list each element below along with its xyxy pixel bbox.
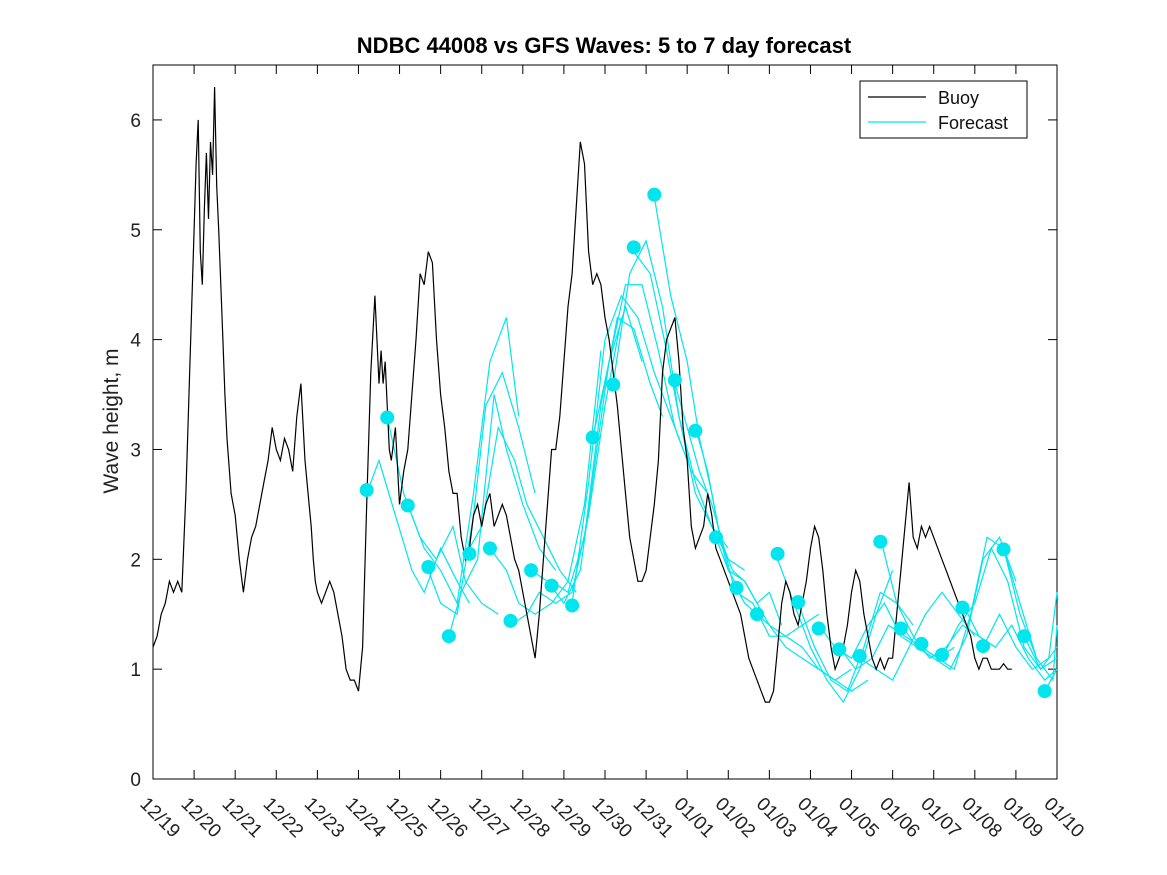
y-tick-label: 4 — [130, 331, 141, 352]
forecast-marker — [544, 578, 559, 593]
forecast-trace — [612, 239, 729, 549]
forecast-marker — [791, 595, 806, 610]
legend-buoy-label: Buoy — [938, 88, 979, 108]
forecast-marker — [1017, 629, 1032, 644]
y-tick-label: 2 — [130, 550, 141, 571]
forecast-marker — [1037, 684, 1052, 699]
forecast-marker — [708, 530, 723, 545]
forecast-marker — [503, 613, 518, 628]
forecast-marker — [996, 542, 1011, 557]
forecast-trace — [427, 370, 536, 616]
forecast-marker — [770, 546, 785, 561]
forecast-marker — [421, 559, 436, 574]
y-tick-label: 5 — [130, 221, 141, 242]
chart-title: NDBC 44008 vs GFS Waves: 5 to 7 day fore… — [357, 33, 852, 58]
forecast-marker — [585, 430, 600, 445]
forecast-marker — [606, 377, 621, 392]
forecast-marker — [565, 598, 580, 613]
forecast-marker — [380, 410, 395, 425]
forecast-trace — [489, 350, 602, 615]
forecast-marker — [976, 639, 991, 654]
forecast-marker — [811, 621, 826, 636]
y-tick-label: 3 — [130, 440, 141, 461]
forecast-marker — [667, 373, 682, 388]
forecast-trace — [694, 427, 783, 626]
forecast-marker — [873, 534, 888, 549]
forecast-marker — [934, 647, 949, 662]
forecast-marker — [482, 541, 497, 556]
buoy-series-line — [152, 86, 1012, 703]
forecast-trace — [859, 591, 976, 681]
forecast-trace — [1003, 548, 1058, 682]
forecast-marker — [359, 483, 374, 498]
forecast-trace — [366, 458, 470, 604]
forecast-marker — [462, 546, 477, 561]
forecast-marker — [626, 240, 641, 255]
forecast-trace — [448, 394, 557, 637]
y-tick-label: 6 — [130, 111, 141, 132]
legend-box — [859, 80, 1028, 139]
legend: Buoy Forecast — [859, 80, 1028, 139]
forecast-marker — [852, 648, 867, 663]
legend-forecast-label: Forecast — [938, 113, 1008, 133]
forecast-marker — [400, 498, 415, 513]
forecast-trace — [756, 613, 869, 692]
y-axis-label: Wave height, m — [100, 348, 123, 493]
forecast-marker — [441, 629, 456, 644]
y-tick-label: 1 — [130, 660, 141, 681]
forecast-trace — [777, 559, 894, 704]
forecast-trace — [510, 317, 622, 626]
forecast-marker — [893, 621, 908, 636]
forecast-trace — [1023, 635, 1058, 671]
forecast-marker — [955, 600, 970, 615]
forecast-trace — [982, 592, 1058, 671]
forecast-marker — [688, 423, 703, 438]
forecast-marker — [832, 642, 847, 657]
forecast-marker — [524, 563, 539, 578]
y-tick-label: 0 — [130, 770, 141, 791]
forecast-marker — [914, 636, 929, 651]
forecast-marker — [647, 187, 662, 202]
forecast-marker — [750, 607, 765, 622]
forecast-trace — [571, 294, 684, 604]
forecast-marker — [729, 580, 744, 595]
forecast-trace — [961, 602, 1058, 681]
